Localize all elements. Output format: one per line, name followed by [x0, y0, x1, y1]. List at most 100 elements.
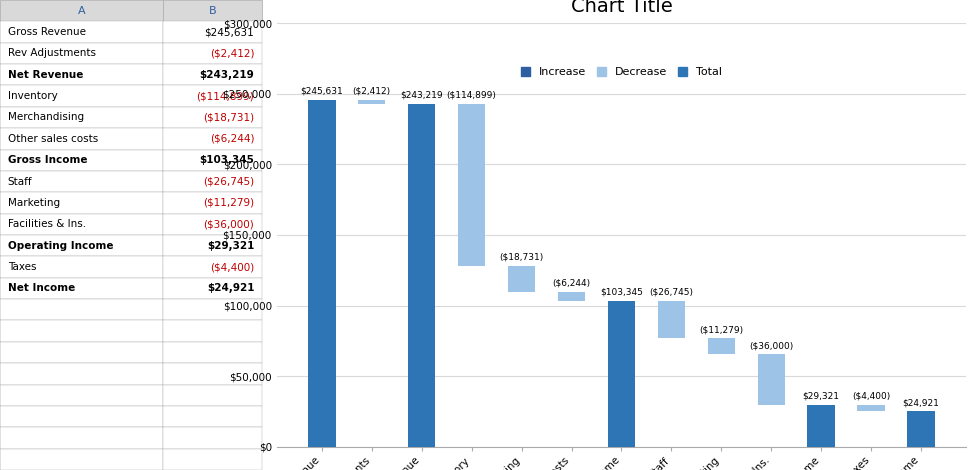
Bar — [0, 214, 162, 235]
Bar — [0, 107, 162, 128]
Bar — [162, 107, 262, 128]
Text: Rev Adjustments: Rev Adjustments — [8, 48, 96, 58]
Bar — [162, 299, 262, 321]
Text: $103,345: $103,345 — [600, 288, 643, 297]
Text: ($18,731): ($18,731) — [203, 112, 254, 123]
Bar — [857, 405, 885, 411]
Bar — [657, 301, 686, 338]
Text: $24,921: $24,921 — [207, 283, 254, 293]
Bar — [162, 43, 262, 64]
Text: ($11,279): ($11,279) — [203, 198, 254, 208]
Text: Facilities & Ins.: Facilities & Ins. — [8, 219, 86, 229]
Bar — [808, 405, 835, 446]
Text: Net Revenue: Net Revenue — [8, 70, 84, 80]
Bar — [0, 171, 162, 192]
Text: Gross Revenue: Gross Revenue — [8, 27, 85, 37]
Text: ($114,899): ($114,899) — [196, 91, 254, 101]
Bar — [0, 149, 162, 171]
Text: ($36,000): ($36,000) — [204, 219, 254, 229]
Bar — [458, 103, 486, 266]
Text: ($18,731): ($18,731) — [499, 252, 544, 261]
Bar — [508, 266, 535, 292]
Bar — [708, 338, 735, 354]
Bar — [0, 363, 162, 384]
Bar — [162, 171, 262, 192]
Text: Operating Income: Operating Income — [8, 241, 114, 251]
Bar — [0, 278, 162, 299]
Bar — [162, 278, 262, 299]
Bar — [0, 128, 162, 149]
Text: Net Income: Net Income — [8, 283, 75, 293]
Text: ($6,244): ($6,244) — [210, 134, 254, 144]
Text: $103,345: $103,345 — [199, 155, 254, 165]
Text: Other sales costs: Other sales costs — [8, 134, 98, 144]
Text: $29,321: $29,321 — [803, 392, 840, 401]
Text: Staff: Staff — [8, 177, 32, 187]
Bar — [162, 192, 262, 214]
Text: $29,321: $29,321 — [207, 241, 254, 251]
Bar — [0, 299, 162, 321]
Text: $243,219: $243,219 — [400, 90, 443, 99]
Text: Marketing: Marketing — [8, 198, 60, 208]
Bar — [162, 449, 262, 470]
Bar — [0, 342, 162, 363]
Bar — [0, 0, 162, 21]
Bar — [162, 321, 262, 342]
Bar — [162, 256, 262, 278]
Text: Inventory: Inventory — [8, 91, 57, 101]
Bar — [162, 64, 262, 86]
Legend: Increase, Decrease, Total: Increase, Decrease, Total — [517, 63, 726, 82]
Bar — [0, 449, 162, 470]
Bar — [0, 406, 162, 427]
Text: ($11,279): ($11,279) — [699, 325, 744, 334]
Text: ($6,244): ($6,244) — [552, 279, 590, 288]
Title: Chart Title: Chart Title — [571, 0, 672, 16]
Bar — [608, 301, 635, 446]
Text: B: B — [209, 6, 217, 16]
Bar — [408, 103, 435, 446]
Text: ($4,400): ($4,400) — [210, 262, 254, 272]
Text: Merchandising: Merchandising — [8, 112, 84, 123]
Text: $243,219: $243,219 — [200, 70, 254, 80]
Bar — [162, 21, 262, 43]
Bar — [162, 86, 262, 107]
Bar — [0, 86, 162, 107]
Bar — [162, 427, 262, 449]
Bar — [0, 384, 162, 406]
Text: ($26,745): ($26,745) — [650, 288, 693, 297]
Text: $24,921: $24,921 — [903, 398, 940, 407]
Bar — [308, 100, 336, 446]
Text: Taxes: Taxes — [8, 262, 36, 272]
Text: ($36,000): ($36,000) — [750, 341, 793, 350]
Bar — [907, 411, 935, 446]
Text: ($2,412): ($2,412) — [352, 87, 390, 96]
Bar — [557, 292, 586, 301]
Bar — [162, 214, 262, 235]
Bar — [0, 321, 162, 342]
Text: Gross Income: Gross Income — [8, 155, 87, 165]
Text: ($114,899): ($114,899) — [447, 90, 496, 99]
Bar — [162, 235, 262, 256]
Bar — [0, 64, 162, 86]
Bar — [162, 406, 262, 427]
Bar — [0, 192, 162, 214]
Text: $245,631: $245,631 — [300, 87, 343, 96]
Text: A: A — [78, 6, 85, 16]
Bar — [0, 427, 162, 449]
Bar — [162, 363, 262, 384]
Bar — [0, 21, 162, 43]
Bar — [757, 354, 785, 405]
Bar — [0, 256, 162, 278]
Text: ($2,412): ($2,412) — [210, 48, 254, 58]
Text: $245,631: $245,631 — [205, 27, 254, 37]
Bar — [0, 235, 162, 256]
Bar — [0, 43, 162, 64]
Text: ($4,400): ($4,400) — [852, 392, 890, 401]
Bar — [358, 100, 385, 103]
Bar — [162, 384, 262, 406]
Bar — [162, 149, 262, 171]
Text: ($26,745): ($26,745) — [203, 177, 254, 187]
Bar — [162, 128, 262, 149]
Bar — [162, 0, 262, 21]
Bar — [162, 342, 262, 363]
